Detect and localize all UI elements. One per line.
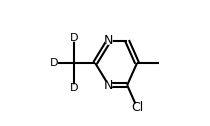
- Circle shape: [71, 85, 77, 90]
- Text: Cl: Cl: [131, 101, 143, 114]
- Circle shape: [105, 38, 112, 44]
- Circle shape: [105, 82, 112, 88]
- Text: D: D: [70, 33, 79, 43]
- Text: D: D: [50, 58, 59, 68]
- Text: D: D: [70, 83, 79, 93]
- Circle shape: [71, 36, 77, 41]
- Circle shape: [133, 104, 141, 111]
- Circle shape: [52, 60, 57, 66]
- Text: N: N: [104, 79, 113, 92]
- Text: N: N: [104, 34, 113, 47]
